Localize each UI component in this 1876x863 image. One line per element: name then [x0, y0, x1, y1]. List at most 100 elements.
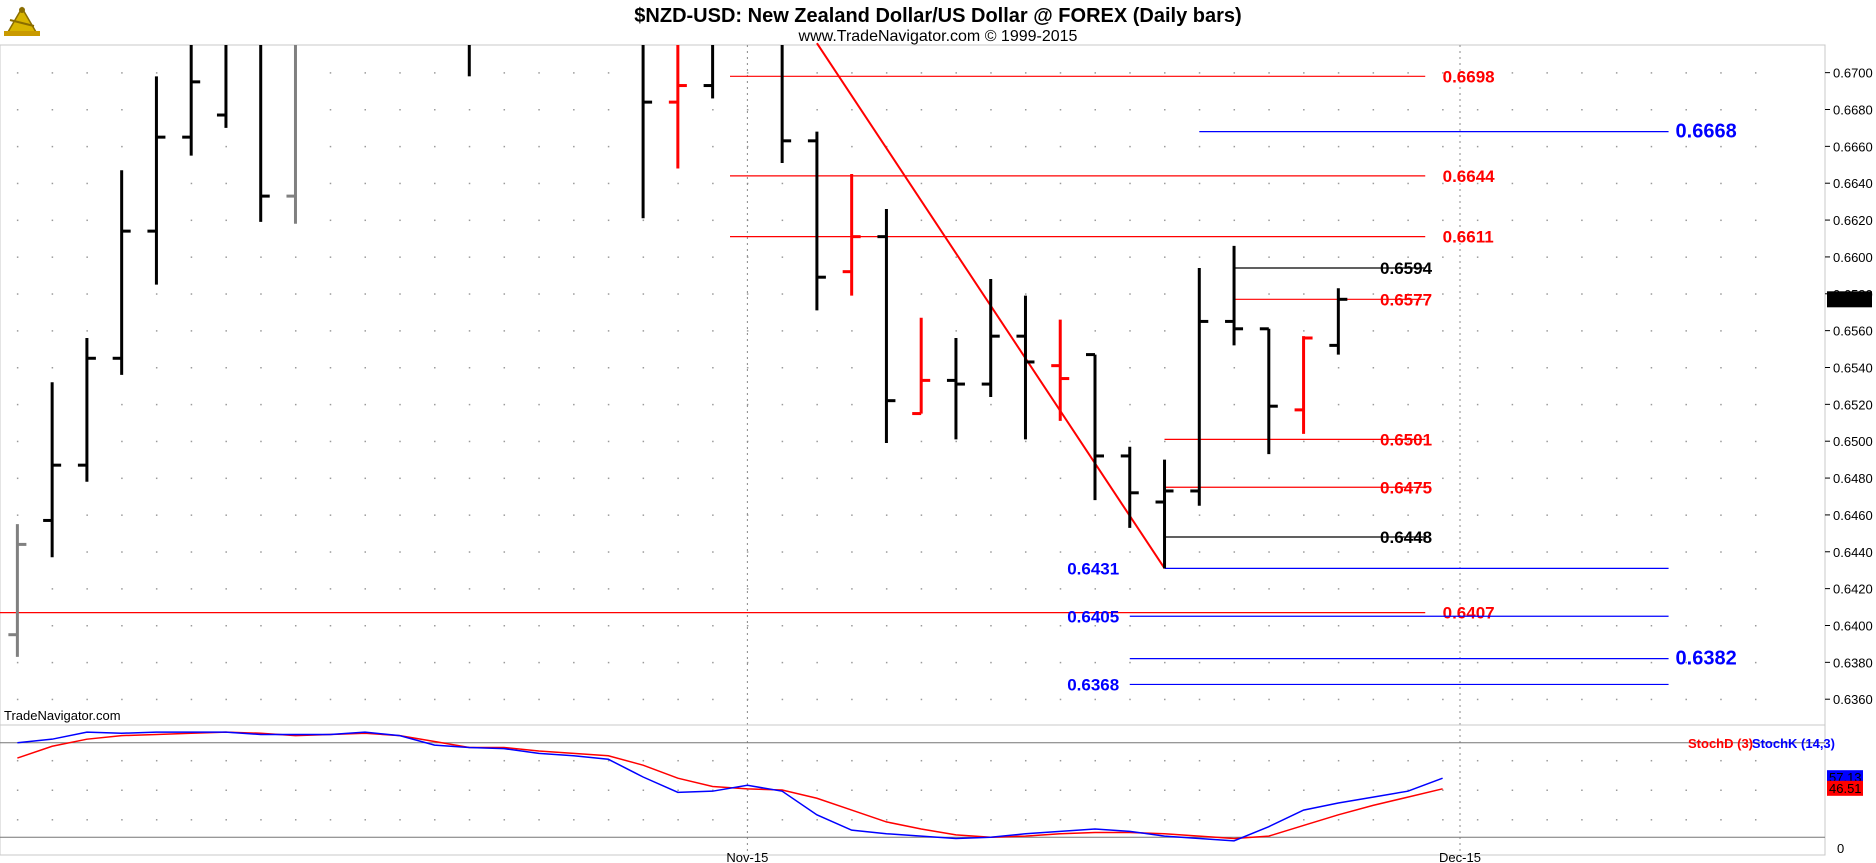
grid-dot [86, 108, 88, 111]
grid-dot [1754, 698, 1757, 701]
grid-dot [1198, 145, 1201, 148]
ohlc-bar [877, 209, 896, 444]
grid-dot [16, 789, 19, 791]
grid-dot [225, 789, 227, 791]
grid-dot [1720, 698, 1722, 701]
grid-dot [990, 182, 992, 185]
grid-dot [190, 366, 193, 369]
grid-dot [1720, 759, 1722, 762]
grid-dot [920, 256, 923, 258]
grid-dot [642, 440, 645, 443]
grid-dot [1268, 293, 1270, 295]
grid-dot [86, 819, 88, 821]
grid-dot [712, 624, 714, 627]
grid-dot [503, 588, 506, 590]
grid-dot [1442, 759, 1444, 762]
grid-dot [503, 440, 506, 443]
grid-dot [1198, 219, 1201, 222]
grid-dot [920, 819, 923, 821]
grid-dot [816, 661, 818, 664]
stochd-value-label: 46.51 [1829, 781, 1862, 796]
grid-dot [225, 330, 227, 332]
grid-dot [1546, 108, 1548, 111]
grid-dot [190, 219, 193, 222]
grid-dot [607, 72, 610, 74]
grid-dot [1198, 182, 1201, 185]
grid-dot [1581, 72, 1583, 74]
grid-dot [1720, 72, 1722, 74]
grid-dot [746, 330, 749, 332]
grid-dot [1059, 624, 1062, 627]
grid-dot [1720, 330, 1722, 332]
grid-dot [434, 145, 436, 148]
grid-dot [1129, 219, 1131, 222]
grid-dot [1337, 551, 1340, 553]
grid-dot [1650, 182, 1653, 185]
grid-dot [1233, 624, 1236, 627]
grid-dot [1268, 789, 1270, 791]
grid-dot [1059, 588, 1062, 590]
grid-dot [1233, 551, 1236, 553]
grid-dot [1511, 440, 1514, 443]
grid-dot [885, 661, 888, 664]
x-tick-label: Dec-15 [1439, 850, 1481, 863]
grid-dot [885, 624, 888, 627]
grid-dot [190, 588, 193, 590]
grid-dot [677, 661, 679, 664]
grid-dot [677, 440, 679, 443]
grid-dot [399, 624, 401, 627]
grid-dot [1268, 551, 1270, 553]
grid-dot [468, 256, 471, 258]
grid-dot [364, 182, 366, 185]
grid-dot [816, 403, 818, 406]
grid-dot [1164, 588, 1166, 590]
grid-dot [851, 661, 853, 664]
grid-dot [1303, 256, 1305, 258]
grid-dot [503, 789, 506, 791]
grid-dot [746, 789, 749, 791]
grid-dot [434, 108, 436, 111]
grid-dot [1024, 624, 1027, 627]
grid-dot [1511, 256, 1514, 258]
ohlc-bar [1120, 446, 1139, 528]
grid-dot [503, 661, 506, 664]
grid-dot [538, 759, 540, 762]
grid-dot [364, 698, 366, 701]
grid-dot [1546, 588, 1548, 590]
grid-dot [329, 661, 332, 664]
ohlc-bar [946, 338, 965, 440]
grid-dot [1129, 698, 1131, 701]
y-tick-label: 0.6520 [1833, 397, 1873, 412]
grid-dot [1059, 256, 1062, 258]
grid-dot [712, 514, 714, 516]
grid-dot [990, 403, 992, 406]
grid-dot [607, 330, 610, 332]
grid-dot [16, 661, 19, 664]
grid-dot [1476, 789, 1479, 791]
grid-dot [225, 403, 227, 406]
grid-dot [1268, 588, 1270, 590]
grid-dot [1094, 819, 1096, 821]
grid-dot [225, 551, 227, 553]
y-tick-label: 0.6420 [1833, 582, 1873, 597]
grid-dot [781, 256, 784, 258]
grid-dot [503, 219, 506, 222]
grid-dot [190, 819, 193, 821]
grid-dot [955, 789, 957, 791]
level-label: 0.6407 [1443, 604, 1495, 623]
grid-dot [155, 551, 158, 553]
grid-dot [1546, 477, 1548, 480]
grid-dot [1615, 551, 1618, 553]
grid-dot [86, 551, 88, 553]
grid-dot [1233, 698, 1236, 701]
grid-dot [1615, 219, 1618, 222]
grid-dot [51, 219, 54, 222]
grid-dot [1511, 403, 1514, 406]
grid-dot [1024, 293, 1027, 295]
grid-dot [1233, 182, 1236, 185]
level-label: 0.6594 [1380, 259, 1433, 278]
grid-dot [503, 293, 506, 295]
grid-dot [1198, 698, 1201, 701]
grid-dot [990, 588, 992, 590]
grid-dot [155, 403, 158, 406]
